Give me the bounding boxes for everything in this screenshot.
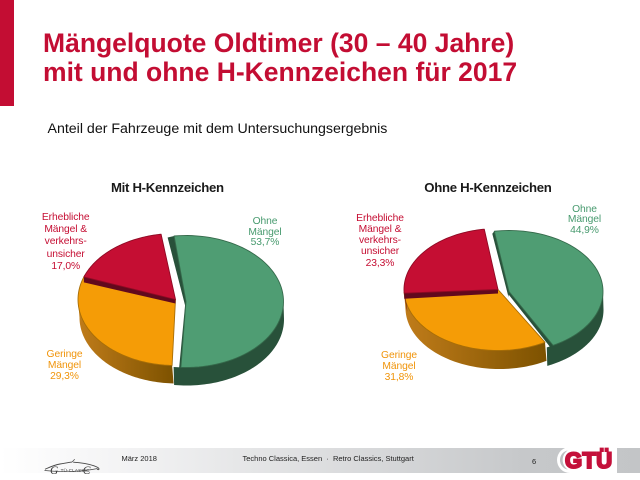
svg-text:G: G xyxy=(50,465,59,477)
svg-text:C: C xyxy=(83,465,91,477)
svg-text:TÜ-CLASSIC: TÜ-CLASSIC xyxy=(61,467,90,473)
svg-text:GTÜ: GTÜ xyxy=(565,448,613,473)
